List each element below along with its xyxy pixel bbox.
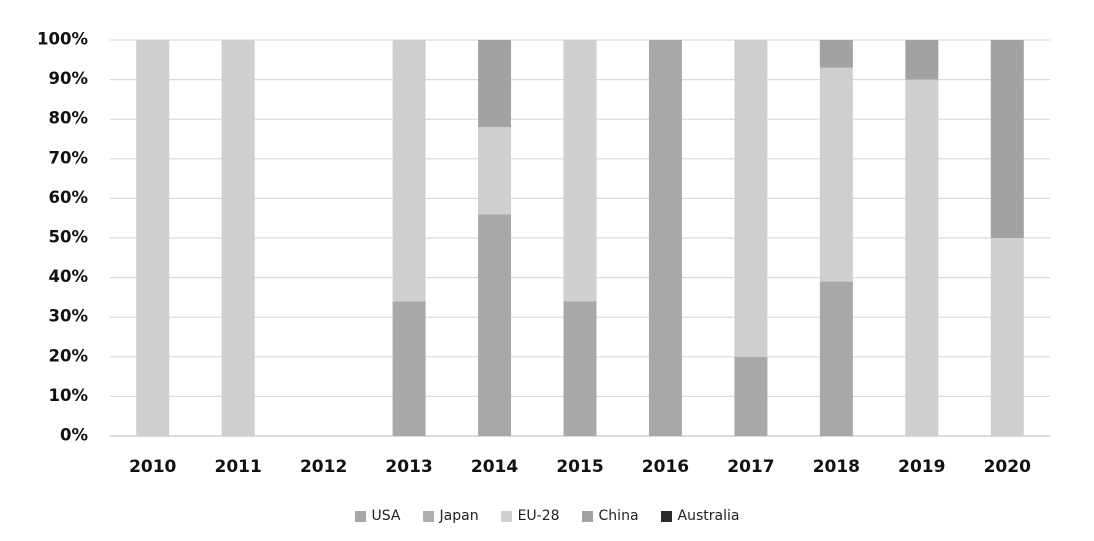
legend-item: China — [581, 508, 639, 524]
y-tick-label: 40% — [49, 267, 89, 286]
bar-segment — [990, 238, 1024, 436]
legend-label: USA — [371, 508, 401, 524]
legend-swatch — [422, 510, 434, 522]
x-tick-label: 2016 — [642, 457, 689, 477]
x-tick-label: 2013 — [385, 457, 432, 477]
bar-segment — [819, 281, 853, 436]
legend-item: Australia — [660, 508, 740, 524]
legend-item: USA — [354, 508, 401, 524]
bar-segment — [563, 301, 597, 436]
y-tick-label: 0% — [60, 426, 88, 445]
legend-item: Japan — [422, 508, 479, 524]
legend-swatch — [581, 510, 593, 522]
legend-swatch — [660, 510, 672, 522]
y-tick-label: 60% — [49, 188, 89, 207]
x-tick-label: 2017 — [727, 457, 774, 477]
legend-label: Japan — [439, 508, 479, 524]
bar-segment — [990, 40, 1024, 238]
x-tick-label: 2020 — [984, 457, 1031, 477]
x-tick-label: 2012 — [300, 457, 347, 477]
legend-swatch — [354, 510, 366, 522]
legend-swatch — [500, 510, 512, 522]
x-tick-label: 2010 — [129, 457, 176, 477]
y-tick-label: 30% — [49, 307, 89, 326]
legend-label: EU-28 — [517, 508, 560, 524]
y-tick-label: 20% — [49, 346, 89, 365]
bar-segment — [478, 127, 512, 215]
bar-segment — [648, 40, 682, 436]
y-tick-label: 10% — [49, 386, 89, 405]
chart-legend: USA Japan EU-28 China Australia — [0, 508, 1094, 524]
bar-segment — [478, 214, 512, 436]
bar-segment — [136, 40, 170, 436]
bar-segment — [734, 40, 768, 357]
y-tick-label: 80% — [49, 109, 89, 128]
x-tick-label: 2015 — [556, 457, 603, 477]
bar-segment — [563, 40, 597, 302]
bar-segment — [392, 301, 426, 436]
y-tick-label: 70% — [49, 148, 89, 167]
bar-segment — [392, 40, 426, 302]
legend-label: Australia — [677, 508, 740, 524]
x-tick-label: 2014 — [471, 457, 518, 477]
bar-segment — [221, 40, 255, 436]
x-tick-label: 2019 — [898, 457, 945, 477]
x-tick-label: 2011 — [215, 457, 262, 477]
y-tick-label: 50% — [49, 228, 89, 247]
legend-label: China — [598, 508, 639, 524]
bar-segment — [734, 356, 768, 436]
x-tick-label: 2018 — [813, 457, 860, 477]
bar-segment — [819, 67, 853, 282]
bar-segment — [905, 40, 939, 80]
y-tick-label: 90% — [49, 69, 89, 88]
bar-segment — [819, 40, 853, 68]
bar-segment — [478, 40, 512, 128]
legend-item: EU-28 — [500, 508, 560, 524]
y-tick-label: 100% — [37, 30, 88, 49]
bar-segment — [905, 79, 939, 436]
